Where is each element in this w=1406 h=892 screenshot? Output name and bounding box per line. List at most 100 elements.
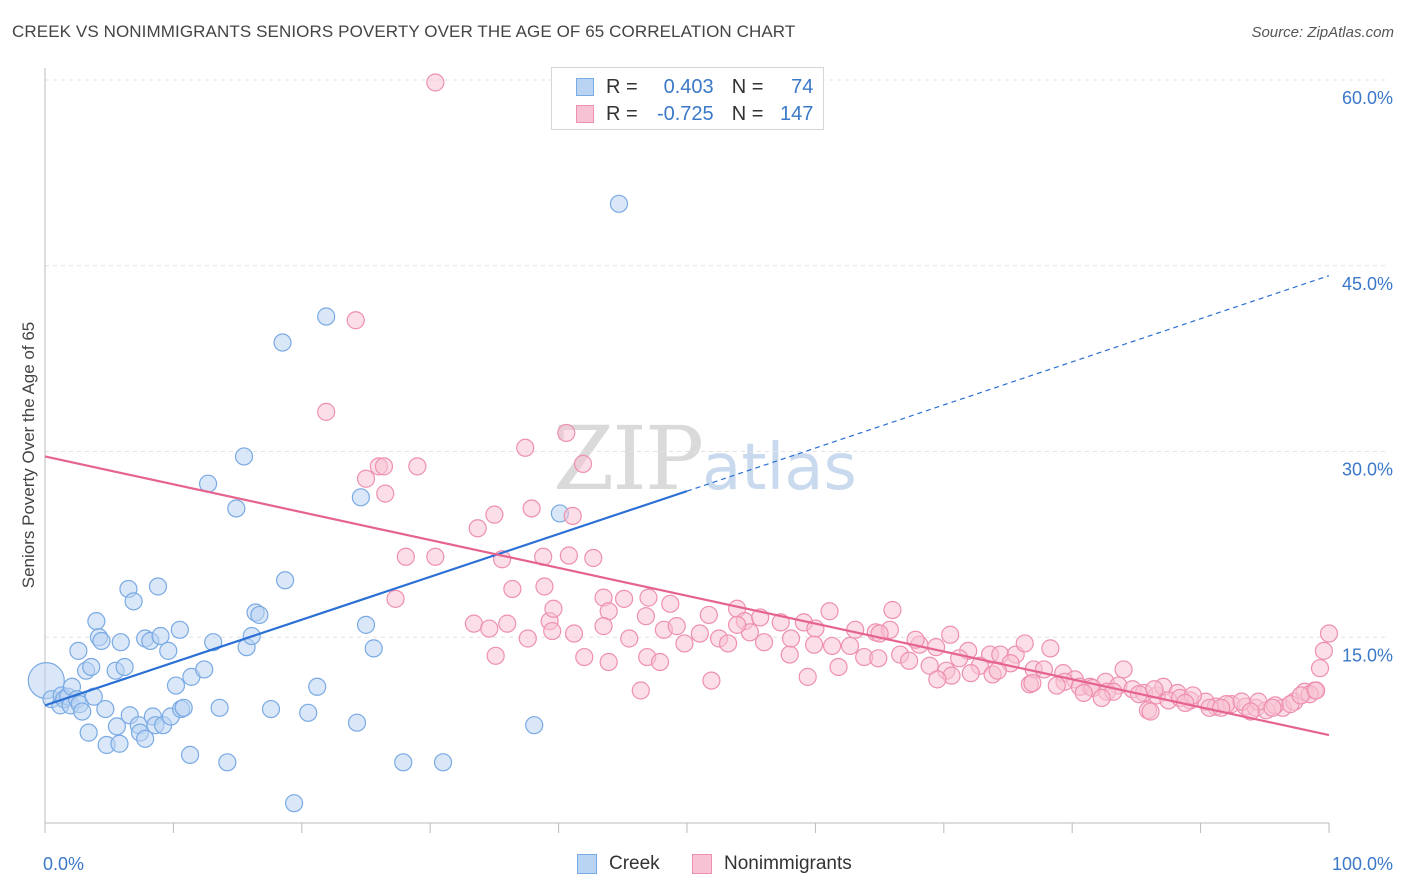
- creek-point: [276, 571, 295, 590]
- nonimmigrants-point: [1319, 624, 1339, 643]
- nonimmigrants-point: [754, 633, 774, 652]
- nonimmigrants-point: [926, 638, 946, 657]
- y-axis-label: Seniors Poverty Over the Age of 65: [19, 322, 38, 588]
- trend-lines: [44, 275, 1330, 737]
- r-value: -0.725: [656, 102, 714, 125]
- nonimmigrants-point: [522, 499, 541, 518]
- creek-point: [227, 499, 246, 518]
- nonimmigrants-point: [941, 625, 960, 644]
- nonimmigrants-point: [727, 615, 747, 634]
- nonimmigrants-point: [650, 652, 670, 672]
- n-label: N =: [731, 102, 764, 125]
- creek-point: [151, 626, 170, 646]
- x-tick-label: 0.0%: [43, 854, 84, 874]
- creek-swatch: [576, 78, 594, 96]
- n-label: N =: [731, 75, 764, 98]
- creek-point: [317, 307, 336, 326]
- y-tick-label: 15.0%: [1342, 645, 1393, 665]
- nonimmigrants-point: [718, 634, 738, 653]
- creek-point: [87, 612, 106, 631]
- nonimmigrants-point: [702, 671, 721, 690]
- nonimmigrants-point: [563, 506, 582, 525]
- x-tick-label: 100.0%: [1332, 854, 1393, 874]
- creek-trend-line: [44, 490, 688, 707]
- nonimmigrants-point: [961, 664, 980, 683]
- creek-point: [364, 639, 383, 658]
- creek-point: [234, 447, 254, 466]
- n-value: 74: [791, 75, 814, 98]
- nonimmigrants-point: [599, 652, 618, 672]
- creek-point: [204, 633, 223, 652]
- nonimmigrants-point: [690, 624, 709, 643]
- nonimmigrants-point: [667, 617, 686, 636]
- nonimmigrants-point: [883, 600, 902, 620]
- creek-point: [115, 657, 134, 677]
- nonimmigrants-point: [1310, 659, 1330, 678]
- creek-point: [284, 794, 304, 813]
- creek-point: [273, 333, 292, 352]
- nonimmigrants-point: [376, 484, 395, 503]
- nonimmigrants-point: [486, 646, 505, 665]
- nonimmigrants-point: [1074, 683, 1093, 703]
- nonimmigrants-point: [1307, 681, 1326, 700]
- creek-point: [148, 577, 168, 596]
- nonimmigrants-point: [620, 629, 639, 648]
- nonimmigrants-point: [559, 546, 578, 565]
- creek-point: [609, 194, 629, 213]
- nonimmigrants-point: [594, 617, 613, 636]
- nonimmigrants-point: [900, 651, 919, 670]
- watermark-atlas: atlas: [702, 431, 857, 505]
- nonimmigrants-point: [1047, 676, 1066, 695]
- nonimmigrants-point: [518, 629, 537, 648]
- legend-item-nonimmigrants[interactable]: Nonimmigrants: [692, 852, 852, 876]
- nonimmigrants-point: [573, 454, 593, 473]
- r-label: R =: [606, 102, 638, 125]
- nonimmigrants-point: [869, 649, 888, 668]
- nonimmigrants-point: [408, 457, 427, 476]
- creek-point: [111, 633, 130, 652]
- y-tick-label: 45.0%: [1342, 274, 1393, 294]
- nonimmigrants-point: [1041, 639, 1060, 658]
- legend-row-nonimmigrants: R = -0.725 N = 147: [576, 102, 813, 126]
- nonimmigrants-point: [468, 519, 487, 538]
- nonimmigrants-points: [317, 73, 1339, 721]
- nonimmigrants-point: [631, 681, 650, 700]
- nonimmigrants-point: [829, 657, 848, 677]
- creek-point: [433, 753, 453, 772]
- nonimmigrants-point: [1092, 688, 1111, 708]
- creek-point: [174, 698, 193, 717]
- nonimmigrants-point: [544, 599, 563, 618]
- creek-swatch: [577, 854, 597, 874]
- creek-point: [299, 703, 318, 722]
- creek-point: [96, 699, 115, 719]
- nonimmigrants-swatch: [692, 854, 712, 874]
- nonimmigrants-point: [356, 469, 376, 488]
- creek-point: [73, 702, 92, 721]
- nonimmigrants-point: [1015, 634, 1034, 653]
- y-tick-label: 30.0%: [1342, 460, 1393, 480]
- nonimmigrants-point: [639, 588, 658, 607]
- nonimmigrants-point: [1291, 686, 1310, 705]
- nonimmigrants-point: [584, 548, 603, 568]
- nonimmigrants-point: [317, 402, 336, 421]
- nonimmigrants-point: [928, 670, 947, 689]
- creek-point: [218, 753, 237, 772]
- creek-point: [92, 631, 111, 651]
- nonimmigrants-point: [575, 647, 594, 667]
- nonimmigrants-point: [557, 423, 576, 443]
- creek-point: [124, 592, 143, 611]
- nonimmigrants-point: [386, 589, 405, 608]
- nonimmigrants-point: [781, 629, 801, 648]
- creek-points: [27, 194, 629, 813]
- creek-point: [166, 676, 186, 695]
- nonimmigrants-point: [614, 589, 634, 608]
- nonimmigrants-point: [699, 605, 718, 625]
- nonimmigrants-point: [426, 547, 445, 566]
- creek-point: [261, 699, 281, 719]
- legend-item-creek[interactable]: Creek: [577, 852, 660, 876]
- nonimmigrants-point: [1241, 702, 1260, 721]
- nonimmigrants-trend-line: [44, 455, 1330, 737]
- creek-point: [351, 488, 370, 507]
- nonimmigrants-point: [920, 656, 939, 675]
